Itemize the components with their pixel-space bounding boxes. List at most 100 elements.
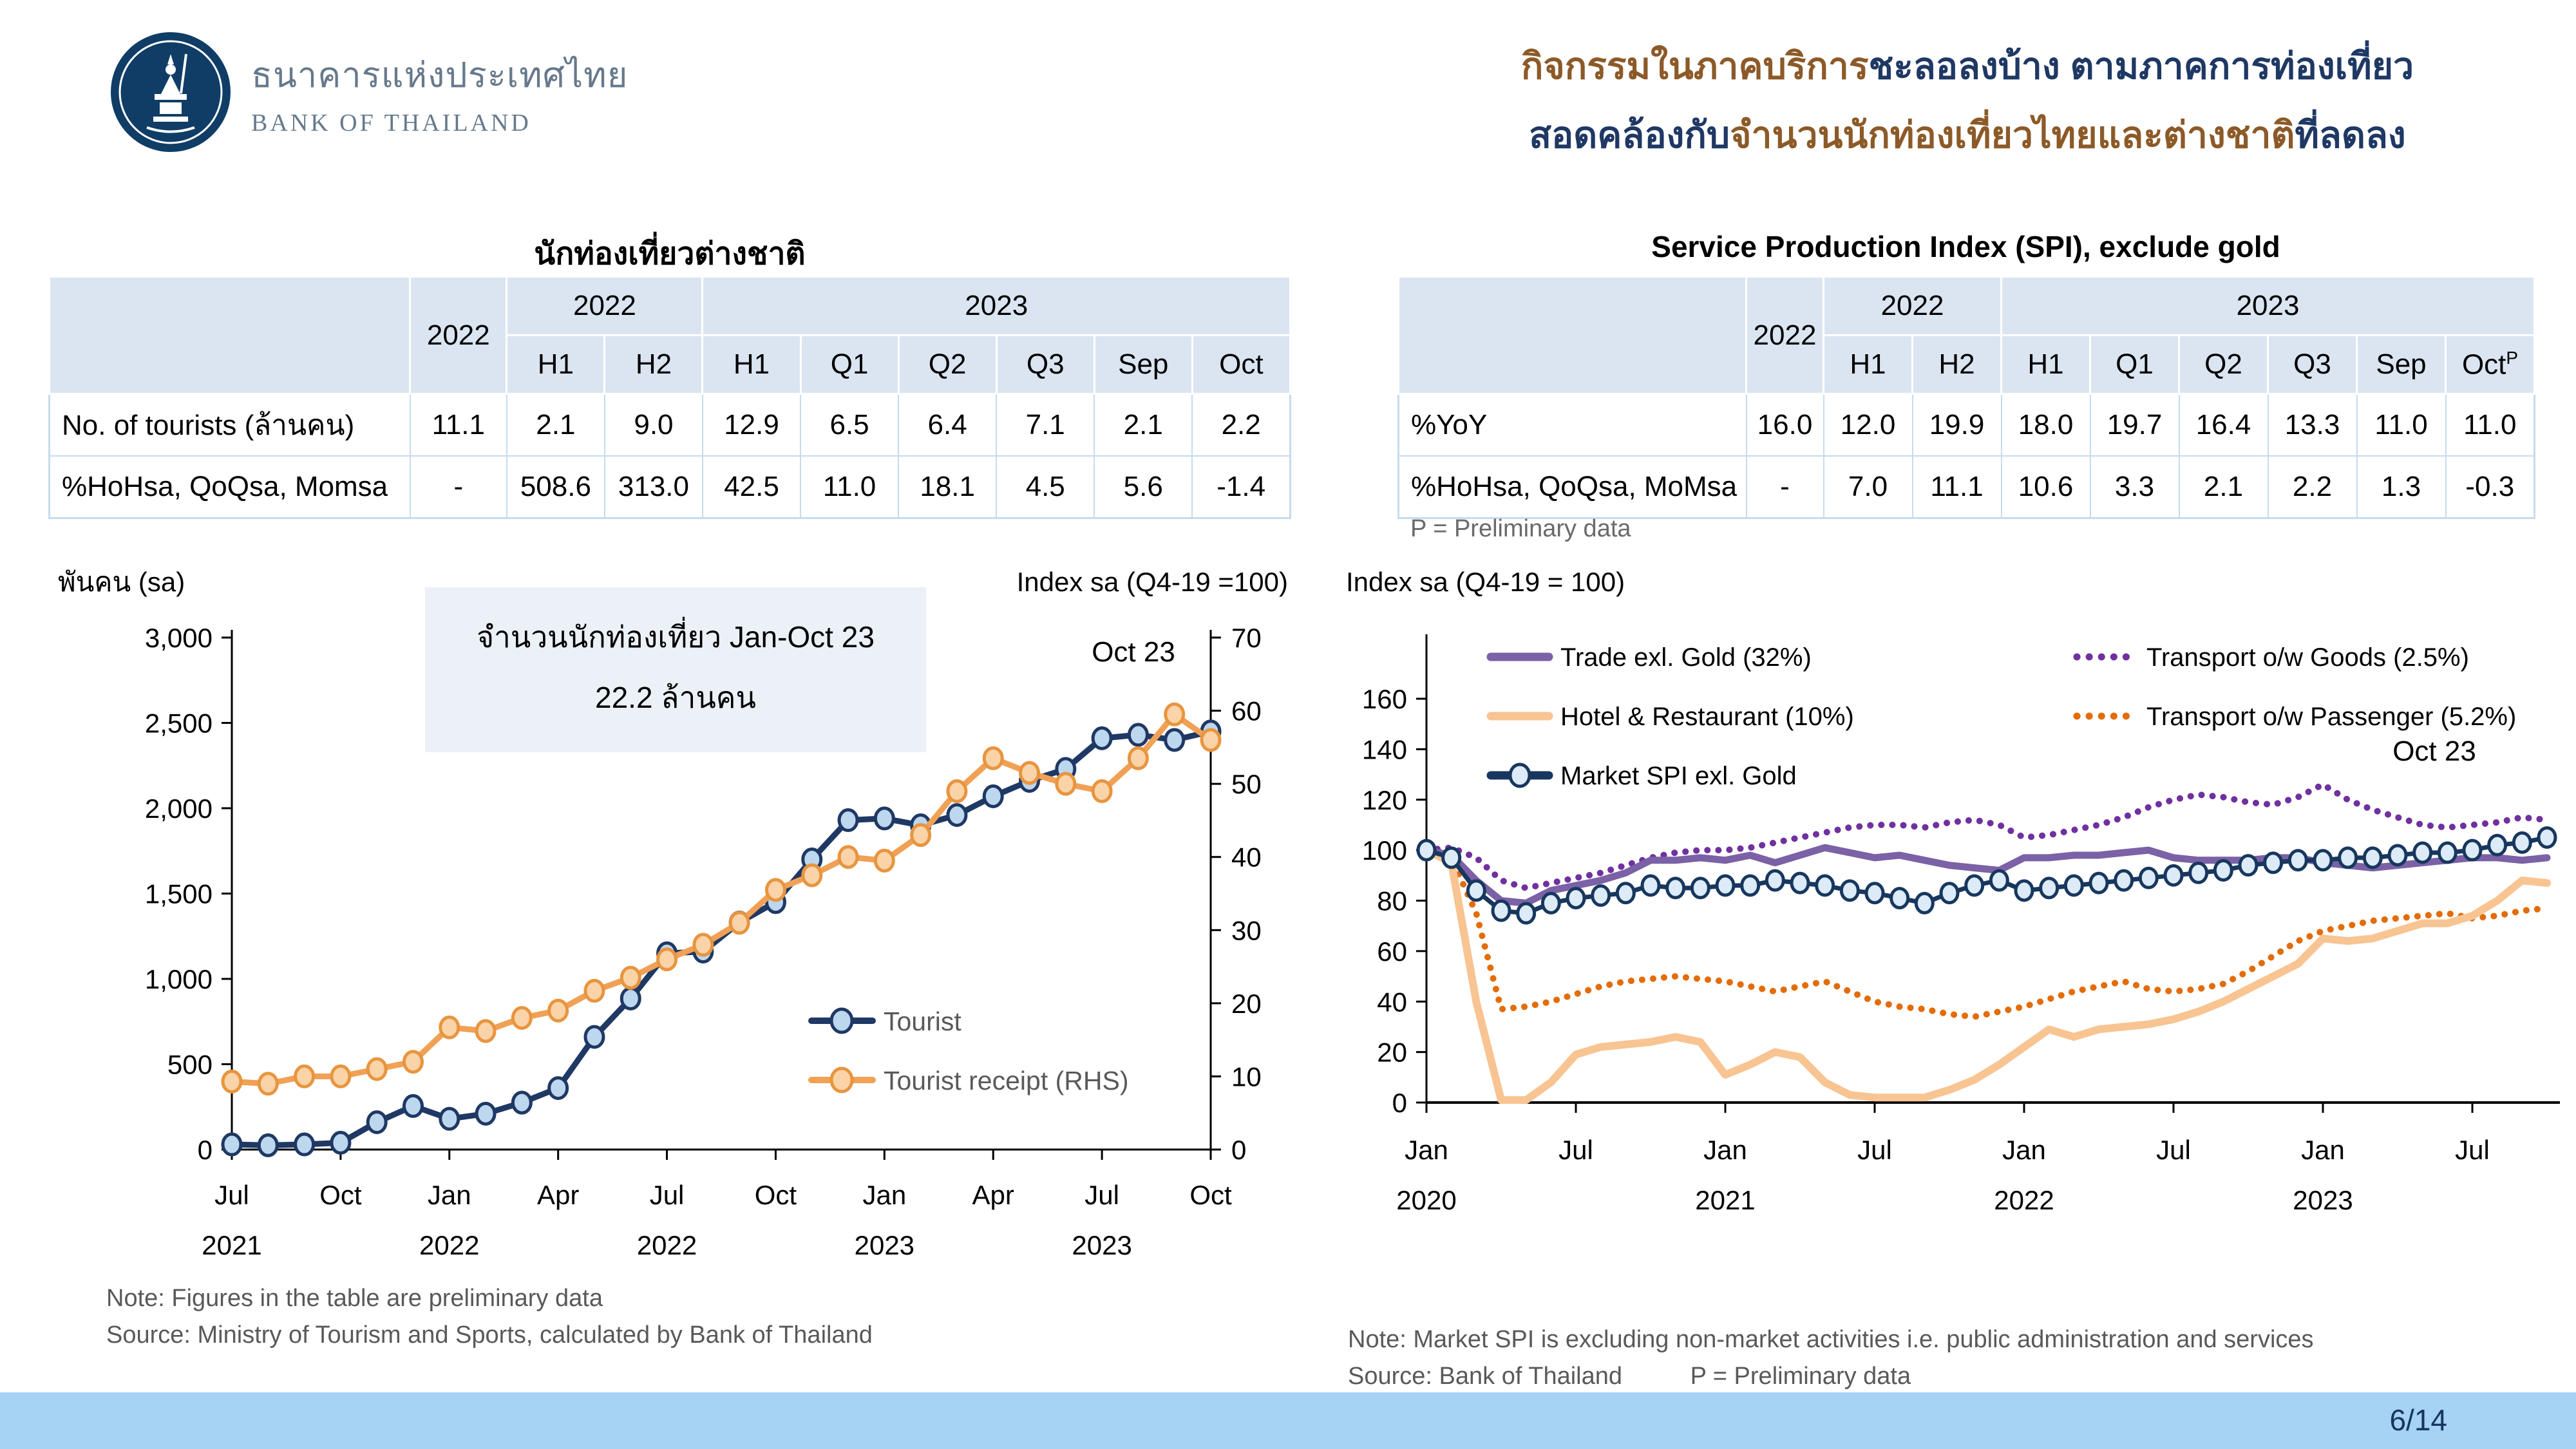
market-spi-exl-gold-marker bbox=[1690, 876, 1710, 900]
period-column-header: H2 bbox=[603, 334, 704, 395]
table-cell: -1.4 bbox=[1191, 455, 1291, 519]
logo-english-name: BANK OF THAILAND bbox=[251, 109, 531, 137]
x-tick-label: Jan bbox=[428, 1180, 471, 1210]
transport-o-w-passenger-5-2-line bbox=[1423, 847, 2550, 1020]
market-spi-exl-gold-marker bbox=[1914, 891, 1935, 914]
table-cell: - bbox=[409, 455, 507, 519]
tourist-chart-annotation: Oct 23 bbox=[1092, 636, 1175, 668]
market-spi-exl-gold-marker bbox=[2014, 879, 2034, 902]
x-tick-year-label: 2022 bbox=[637, 1230, 697, 1260]
table-cell: 11.0 bbox=[2445, 393, 2535, 457]
hotel-restaurant-10-legend-label: Hotel & Restaurant (10%) bbox=[1560, 703, 1854, 731]
tourist-marker bbox=[620, 986, 641, 1010]
left-source-line: Source: Ministry of Tourism and Sports, … bbox=[106, 1321, 873, 1349]
tourist-receipt-rhs-marker bbox=[439, 1015, 460, 1039]
tourist-marker bbox=[330, 1130, 352, 1155]
table-row: No. of tourists (ล้านคน) 11.1 2.1 9.0 12.9 6.… bbox=[48, 393, 1291, 457]
table-cell: 10.6 bbox=[2000, 455, 2091, 519]
table-cell: 16.4 bbox=[2178, 393, 2269, 457]
right-table-title: Service Production Index (SPI), exclude … bbox=[1651, 230, 2280, 263]
tourist-receipt-rhs-marker bbox=[801, 863, 823, 887]
market-spi-exl-gold-marker bbox=[2313, 849, 2333, 872]
spi-chart: Index sa (Q4-19 = 100) 0 20 40 60 80 100 120 140… bbox=[1340, 554, 2576, 1359]
market-spi-exl-gold-marker bbox=[2437, 841, 2458, 864]
x-tick-year-label: 2023 bbox=[1072, 1230, 1132, 1260]
tourist-receipt-rhs-marker bbox=[1091, 779, 1113, 803]
market-spi-exl-gold-legend-label: Market SPI exl. Gold bbox=[1560, 762, 1797, 790]
x-tick-year-label: 2021 bbox=[1695, 1185, 1755, 1215]
y-tick-right-label: 40 bbox=[1231, 842, 1262, 873]
title-line1-segment-1: กิจกรรมในภาคบริการ bbox=[1520, 46, 1869, 87]
tourist-receipt-rhs-marker bbox=[475, 1019, 497, 1043]
market-spi-exl-gold-marker bbox=[2412, 841, 2433, 864]
tourist-receipt-rhs-marker bbox=[910, 823, 932, 848]
period-column-header: Oct bbox=[1191, 334, 1292, 395]
period-column-header: Q2 bbox=[2178, 334, 2269, 395]
year-group-header: 2023 bbox=[701, 276, 1291, 336]
x-tick-year-label: 2020 bbox=[1396, 1185, 1456, 1215]
market-spi-exl-gold-marker bbox=[1416, 838, 1437, 862]
year-group-header: 2022 bbox=[1822, 276, 2003, 336]
table-row: %YoY 16.0 12.0 19.9 18.0 19.7 16.4 13.3 11.0 11.0 bbox=[1397, 393, 2535, 457]
table-cell: -0.3 bbox=[2445, 455, 2535, 519]
market-spi-exl-gold-marker bbox=[2263, 851, 2284, 875]
y-axis-caption: Index sa (Q4-19 = 100) bbox=[1346, 567, 1625, 597]
tourist-legend-label: Tourist bbox=[884, 1007, 961, 1036]
tourist-receipt-rhs-marker bbox=[1055, 772, 1077, 796]
tourist-callout-box: จำนวนนักท่องเที่ยว Jan-Oct 23 22.2 ล้านค… bbox=[425, 587, 926, 752]
emblem-torso bbox=[161, 75, 180, 94]
x-tick-label: Jul bbox=[1857, 1135, 1892, 1165]
tourist-receipt-rhs-marker bbox=[294, 1064, 316, 1088]
y-tick-right-label: 20 bbox=[1231, 989, 1262, 1019]
table-cell: 508.6 bbox=[506, 455, 605, 519]
period-column-header: Q3 bbox=[995, 334, 1095, 395]
market-spi-exl-gold-marker bbox=[2163, 864, 2184, 887]
period-column-header: Q1 bbox=[799, 334, 900, 395]
x-tick-label: Jan bbox=[862, 1180, 906, 1210]
tourist-marker bbox=[1091, 726, 1113, 750]
market-spi-exl-gold-marker bbox=[1566, 887, 1586, 910]
tourist-receipt-rhs-marker bbox=[366, 1057, 388, 1081]
table-cell: 11.0 bbox=[800, 455, 900, 519]
period-column-header: OctP bbox=[2445, 334, 2536, 395]
market-spi-exl-gold-marker bbox=[1765, 869, 1785, 892]
table-cell: 6.4 bbox=[898, 393, 998, 457]
title-line2-segment-3: ที่ลดลง bbox=[2295, 115, 2406, 156]
table-cell: 11.1 bbox=[1911, 455, 2002, 519]
table-cell: 19.9 bbox=[1911, 393, 2002, 457]
table-cell: 18.0 bbox=[2000, 393, 2091, 457]
y-tick-label: 1,000 bbox=[145, 964, 213, 994]
emblem-pedestal bbox=[160, 102, 182, 114]
tourist-receipt-rhs-marker bbox=[837, 845, 859, 869]
table-cell: 7.1 bbox=[996, 393, 1095, 457]
market-spi-exl-gold-marker bbox=[2462, 838, 2483, 862]
x-tick-label: Jul bbox=[2455, 1135, 2490, 1165]
period-column-header: Q3 bbox=[2267, 334, 2358, 395]
x-tick-label: Oct bbox=[319, 1180, 362, 1210]
table-cell: 2.2 bbox=[1191, 393, 1291, 457]
tourist-receipt-rhs-marker bbox=[656, 947, 678, 972]
market-spi-exl-gold-legend-marker bbox=[1508, 762, 1531, 788]
tourist-receipt-rhs-legend-marker bbox=[829, 1066, 854, 1094]
spi-chart-annotation: Oct 23 bbox=[2392, 735, 2476, 767]
tourist-marker bbox=[475, 1101, 497, 1126]
table-cell: 5.6 bbox=[1094, 455, 1193, 519]
right-table-container: 2022 2022 2023 H1 H2 H1 Q1 Q2 Q3 Sep OctP %YoY 16.0 1… bbox=[1397, 276, 2536, 519]
table-cell: 3.3 bbox=[2089, 455, 2180, 519]
tourist-marker bbox=[982, 784, 1004, 808]
y-tick-label: 100 bbox=[1362, 835, 1407, 866]
period-column-header: H1 bbox=[2000, 334, 2092, 395]
x-tick-label: Apr bbox=[537, 1180, 579, 1210]
market-spi-exl-gold-marker bbox=[2063, 874, 2084, 897]
x-tick-label: Jul bbox=[2156, 1135, 2191, 1165]
tourist-receipt-rhs-marker bbox=[1200, 728, 1222, 752]
y-tick-right-label: 60 bbox=[1231, 696, 1262, 726]
tourist-marker bbox=[1127, 723, 1149, 747]
x-tick-label: Jul bbox=[214, 1180, 249, 1210]
slide-title-line2: สอดคล้องกับจำนวนนักท่องเที่ยวไทยและต่างช… bbox=[1372, 101, 2563, 170]
table-row: %HoHsa, QoQsa, MoMsa -7.0 11.1 10.6 3.3 2.1 2.… bbox=[1397, 455, 2535, 519]
transport-o-w-passenger-5-2-legend-label: Transport o/w Passenger (5.2%) bbox=[2146, 703, 2516, 731]
y-tick-label: 120 bbox=[1362, 785, 1407, 815]
year-column-header: 2022 bbox=[409, 276, 508, 395]
left-table-title: นักท่องเที่ยวต่างชาติ bbox=[534, 237, 806, 271]
